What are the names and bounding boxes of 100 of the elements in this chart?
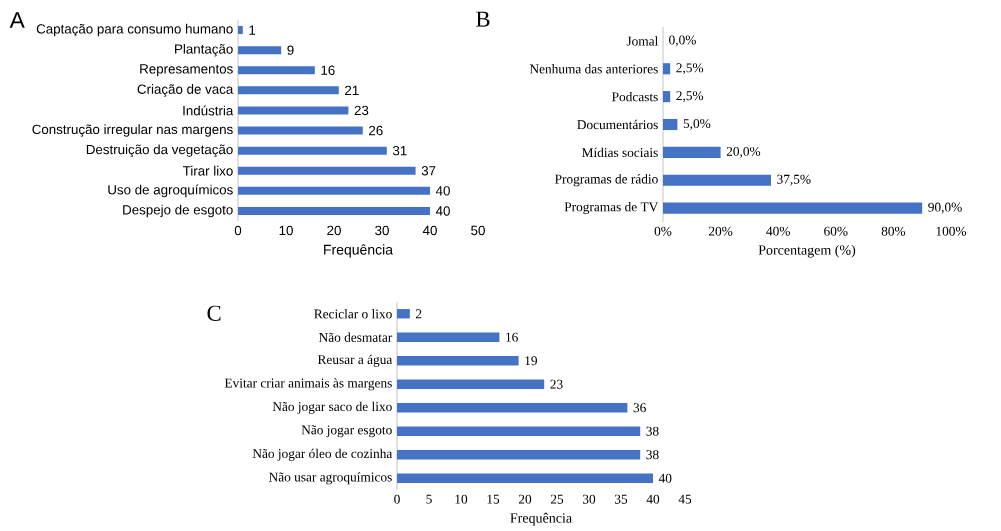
y-tick-label: Podcasts — [612, 91, 658, 102]
x-axis-title: Porcentagem (%) — [758, 244, 856, 258]
y-tick-label: Programas de rádio — [554, 174, 658, 187]
data-label: 0,0% — [669, 35, 696, 47]
data-label: 20,0% — [726, 146, 761, 158]
x-tick-label: 0 — [234, 225, 242, 236]
bar — [663, 118, 678, 131]
data-label: 31 — [392, 145, 407, 156]
bar — [397, 356, 519, 366]
y-tick-label: Evitar criar animais às margens — [224, 378, 392, 391]
bar — [397, 450, 641, 460]
y-tick-label: Não jogar saco de lixo — [272, 401, 392, 414]
data-label: 16 — [321, 65, 335, 75]
data-label: 1 — [249, 25, 256, 35]
y-tick-label: Represamentos — [140, 64, 233, 77]
bar — [663, 146, 721, 158]
data-label: 21 — [345, 85, 359, 95]
bar — [397, 309, 410, 319]
bar — [663, 202, 923, 214]
y-tick-label: Não jogar óleo de cozinha — [252, 448, 393, 461]
y-tick-label: Construção irregular nas margens — [32, 124, 233, 137]
x-axis-title: Frequência — [510, 512, 572, 526]
bar — [238, 86, 339, 95]
x-tick-label: 40 — [646, 494, 660, 504]
x-tick-label: 10 — [279, 225, 293, 236]
bar — [238, 26, 243, 35]
x-tick-label: 0% — [654, 226, 672, 236]
bar — [397, 473, 653, 483]
bar — [238, 126, 363, 135]
y-tick-label: Despejo de esgoto — [123, 204, 233, 218]
x-tick-label: 45 — [678, 494, 692, 504]
y-tick-label: Não desmatar — [319, 332, 393, 342]
bar — [397, 426, 641, 436]
bar — [663, 174, 771, 186]
data-label: 36 — [633, 403, 646, 413]
x-tick-label: 35 — [614, 494, 628, 504]
x-tick-label: 30 — [582, 494, 596, 504]
y-tick-label: Não usar agroquímicos — [269, 472, 392, 485]
data-label: 40 — [435, 206, 450, 216]
x-tick-label: 60% — [824, 226, 848, 236]
y-tick-label: Reusar a água — [317, 354, 393, 367]
y-tick-label: Jomal — [626, 36, 659, 46]
bar — [663, 63, 671, 75]
bar — [397, 332, 500, 342]
x-axis-title: Frequência — [324, 244, 393, 258]
y-tick-label: Documentários — [577, 119, 658, 130]
x-tick-label: 80% — [881, 226, 906, 236]
data-label: 2,5% — [676, 91, 704, 103]
data-label: 23 — [354, 105, 369, 116]
x-tick-label: 40% — [766, 226, 790, 236]
x-tick-label: 20 — [518, 494, 532, 504]
x-tick-label: 30 — [375, 225, 389, 236]
data-label: 26 — [369, 125, 383, 136]
y-tick-label: Não jogar esgoto — [301, 425, 392, 438]
data-label: 2 — [415, 309, 422, 319]
bar — [238, 146, 387, 155]
y-tick-label: Plantação — [175, 43, 233, 57]
y-tick-label: Indústria — [183, 105, 234, 116]
y-tick-label: Uso de agroquímicos — [108, 184, 233, 198]
y-tick-label: Mídias sociais — [582, 147, 658, 158]
bar — [397, 403, 628, 413]
x-tick-label: 5 — [426, 494, 432, 504]
data-label: 19 — [525, 356, 537, 366]
bar — [238, 186, 430, 195]
x-tick-label: 20% — [708, 226, 733, 236]
text: A — [9, 12, 25, 28]
x-tick-label: 25 — [550, 494, 564, 504]
y-tick-label: Tirar lixo — [182, 165, 233, 176]
data-label: 40 — [658, 473, 672, 483]
data-label: 37 — [421, 166, 436, 176]
chart-title: B — [476, 11, 490, 27]
bar — [397, 379, 545, 389]
data-label: 16 — [506, 332, 518, 342]
x-tick-label: 20 — [327, 225, 341, 236]
x-tick-label: 0 — [394, 494, 400, 504]
x-tick-label: 10 — [455, 494, 468, 504]
y-tick-label: Destruição da vegetação — [86, 144, 233, 157]
y-tick-label: Reciclar o lixo — [314, 309, 392, 319]
y-tick-label: Nenhuma das anteriores — [529, 64, 658, 74]
data-label: 37,5% — [777, 174, 811, 186]
bar — [238, 106, 349, 115]
data-label: 5,0% — [683, 119, 711, 130]
bar — [663, 91, 671, 103]
y-tick-label: Captação para consumo humano — [36, 23, 233, 37]
data-label: 40 — [435, 186, 450, 196]
data-label: 9 — [287, 45, 294, 55]
bar — [238, 66, 315, 75]
x-tick-label: 100% — [936, 226, 967, 236]
data-label: 23 — [550, 379, 563, 389]
y-tick-label: Programas de TV — [564, 201, 659, 215]
x-tick-label: 15 — [487, 494, 500, 504]
bar — [238, 166, 416, 175]
x-tick-label: 50 — [471, 225, 485, 236]
bar — [238, 206, 430, 215]
text: C — [207, 305, 221, 321]
y-tick-label: Criação de vaca — [137, 84, 234, 97]
data-label: 38 — [646, 450, 659, 460]
bar — [238, 46, 282, 55]
x-tick-label: 40 — [422, 225, 437, 236]
data-label: 38 — [646, 426, 659, 436]
